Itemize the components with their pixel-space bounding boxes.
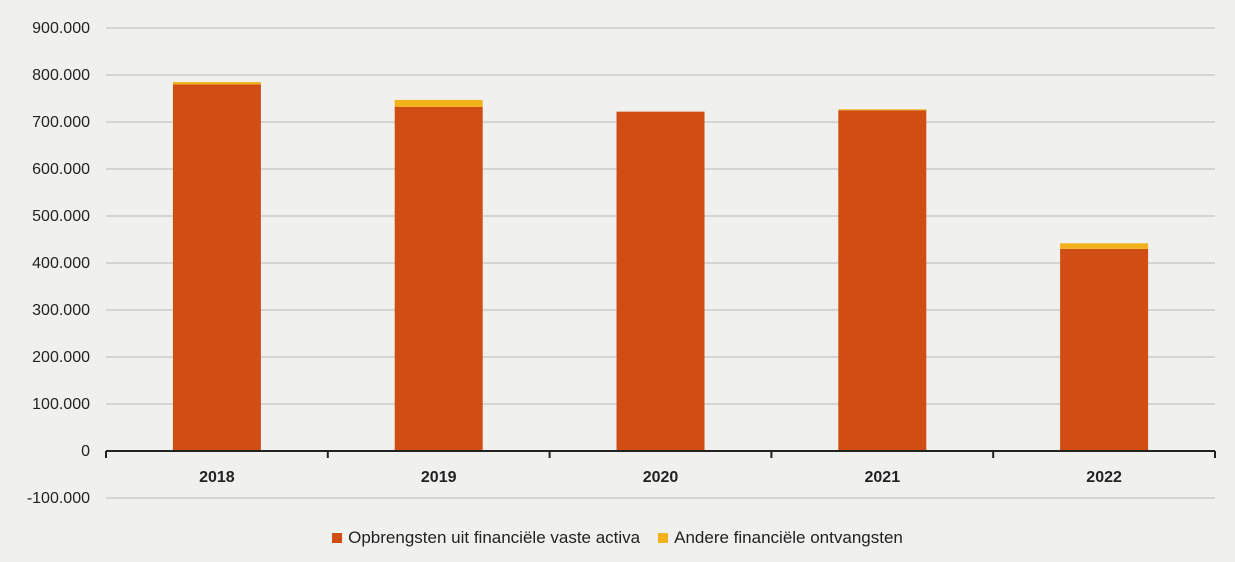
y-tick-label: 300.000: [32, 302, 90, 319]
x-axis-category-labels: 2018 2019 2020 2021 2022: [199, 469, 1122, 486]
y-tick-label: -100.000: [27, 490, 90, 507]
legend-label-andere: Andere financiële ontvangsten: [674, 528, 903, 547]
bar-opbrengsten: [616, 111, 705, 451]
bar-opbrengsten: [1060, 248, 1149, 451]
legend-swatch-opbrengsten: [332, 533, 343, 543]
legend-label-opbrengsten: Opbrengsten uit financiële vaste activa: [348, 528, 641, 547]
y-tick-label: 100.000: [32, 396, 90, 413]
legend-swatch-andere: [658, 533, 669, 543]
x-category-label: 2019: [421, 469, 457, 486]
x-axis-ticks: [105, 451, 1216, 458]
bar-opbrengsten: [394, 106, 483, 452]
bar-opbrengsten: [172, 84, 261, 452]
x-category-label: 2018: [199, 469, 235, 486]
y-tick-label: 400.000: [32, 255, 90, 272]
y-tick-label: 800.000: [32, 67, 90, 84]
bar-andere: [1060, 243, 1149, 249]
bars: [172, 82, 1149, 452]
bar-opbrengsten: [838, 110, 927, 451]
y-axis-tick-labels: -100.000 0 100.000 200.000 300.000 400.000 500…: [27, 20, 90, 507]
x-category-label: 2020: [643, 469, 679, 486]
y-tick-label: 900.000: [32, 20, 90, 37]
bar-andere: [838, 109, 927, 111]
y-tick-label: 200.000: [32, 349, 90, 366]
bar-andere: [172, 82, 261, 85]
bar-chart: -100.000 0 100.000 200.000 300.000 400.000 500…: [27, 20, 1216, 507]
y-tick-label: 600.000: [32, 161, 90, 178]
y-tick-label: 500.000: [32, 208, 90, 225]
legend: Opbrengsten uit financiële vaste activa …: [0, 528, 1235, 548]
x-category-label: 2021: [865, 469, 901, 486]
legend-item-opbrengsten: Opbrengsten uit financiële vaste activa: [332, 528, 640, 548]
bar-andere: [394, 99, 483, 107]
y-tick-label: 700.000: [32, 114, 90, 131]
x-category-label: 2022: [1086, 469, 1122, 486]
y-tick-label: 0: [81, 443, 90, 460]
legend-item-andere: Andere financiële ontvangsten: [658, 528, 903, 548]
